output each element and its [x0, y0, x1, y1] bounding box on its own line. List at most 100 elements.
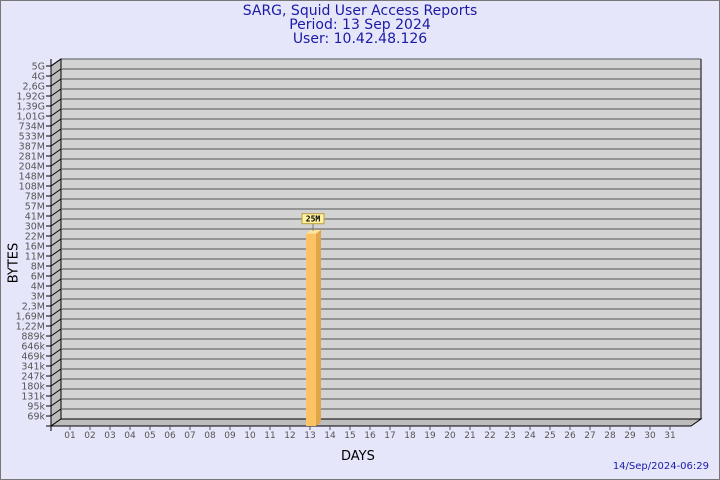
x-tick-label: 02	[84, 431, 95, 441]
y-tick-label: 180k	[21, 382, 45, 393]
y-tick-label: 387M	[19, 142, 45, 153]
y-tick-diagonal	[50, 348, 62, 357]
y-tick-label: 889k	[21, 332, 45, 343]
y-tick-diagonal	[50, 248, 62, 257]
x-tick-label: 22	[484, 431, 495, 441]
x-tick-label: 31	[664, 431, 675, 441]
y-tick-label: 69k	[27, 412, 45, 423]
y-tick-diagonal	[50, 108, 62, 117]
y-tick-label: 2,3M	[22, 302, 45, 313]
y-tick-label: 4M	[31, 282, 45, 293]
y-tick-label: 8M	[31, 262, 45, 273]
y-tick-label: 78M	[25, 192, 45, 203]
bar-value-label: 25M	[306, 215, 321, 224]
y-tick-diagonal	[50, 278, 62, 287]
x-tick-label: 16	[364, 431, 376, 441]
x-tick-label: 20	[444, 431, 456, 441]
x-tick-label: 30	[644, 431, 656, 441]
y-tick-diagonal	[50, 208, 62, 217]
y-tick-diagonal	[50, 148, 62, 157]
y-tick-diagonal	[50, 288, 62, 297]
x-tick-label: 18	[404, 431, 416, 441]
x-tick-label: 14	[324, 431, 336, 441]
y-tick-label: 734M	[19, 122, 45, 133]
x-tick-label: 26	[564, 431, 576, 441]
y-tick-label: 148M	[19, 172, 45, 183]
chart-title: SARG, Squid User Access Reports	[242, 3, 478, 19]
y-tick-label: 533M	[19, 132, 45, 143]
x-tick-label: 06	[164, 431, 176, 441]
x-tick-label: 25	[544, 431, 555, 441]
y-tick-diagonal	[50, 198, 62, 207]
y-tick-diagonal	[50, 358, 62, 367]
chart-subtitle-period: Period: 13 Sep 2024	[289, 17, 431, 33]
y-tick-diagonal	[50, 218, 62, 227]
x-tick-label: 19	[424, 431, 436, 441]
y-tick-label: 469k	[21, 352, 45, 363]
y-tick-label: 281M	[19, 152, 45, 163]
y-tick-diagonal	[50, 188, 62, 197]
y-tick-label: 11M	[25, 252, 45, 263]
y-tick-diagonal	[50, 338, 62, 347]
y-tick-label: 22M	[25, 232, 45, 243]
y-tick-label: 16M	[25, 242, 45, 253]
x-tick-label: 09	[224, 431, 236, 441]
y-tick-diagonal	[50, 128, 62, 137]
y-tick-diagonal	[50, 138, 62, 147]
y-tick-diagonal	[50, 298, 62, 307]
x-tick-label: 05	[144, 431, 155, 441]
y-tick-diagonal	[50, 328, 62, 337]
x-tick-label: 13	[304, 431, 315, 441]
x-tick-label: 08	[204, 431, 216, 441]
x-tick-label: 12	[284, 431, 295, 441]
y-tick-diagonal	[50, 58, 62, 67]
y-tick-label: 95k	[27, 402, 45, 413]
y-tick-label: 2,6G	[23, 82, 45, 93]
x-tick-label: 29	[624, 431, 636, 441]
y-tick-label: 646k	[21, 342, 45, 353]
y-tick-label: 6M	[31, 272, 45, 283]
x-tick-label: 27	[584, 431, 595, 441]
x-tick-label: 04	[124, 431, 136, 441]
floor	[49, 418, 703, 427]
y-tick-label: 5G	[32, 62, 45, 73]
y-tick-diagonal	[50, 398, 62, 407]
x-tick-label: 23	[504, 431, 515, 441]
y-tick-label: 30M	[25, 222, 45, 233]
x-tick-label: 01	[64, 431, 75, 441]
y-tick-diagonal	[50, 98, 62, 107]
x-tick-label: 21	[464, 431, 475, 441]
y-tick-label: 1,92G	[16, 92, 45, 103]
y-tick-label: 1,39G	[16, 102, 45, 113]
y-tick-label: 204M	[19, 162, 45, 173]
y-tick-diagonal	[50, 118, 62, 127]
y-tick-label: 341k	[21, 362, 45, 373]
y-tick-label: 3M	[31, 292, 45, 303]
y-tick-diagonal	[50, 258, 62, 267]
y-tick-diagonal	[50, 318, 62, 327]
y-tick-diagonal	[50, 238, 62, 247]
plot-background	[51, 59, 701, 426]
x-tick-label: 03	[104, 431, 115, 441]
bar-front	[306, 233, 316, 426]
y-axis-label: BYTES	[6, 242, 22, 284]
chart-subtitle-user: User: 10.42.48.126	[292, 31, 428, 47]
y-tick-diagonal	[50, 158, 62, 167]
y-tick-label: 1,01G	[16, 112, 45, 123]
x-tick-label: 28	[604, 431, 616, 441]
y-tick-diagonal	[50, 88, 62, 97]
y-tick-label: 108M	[19, 182, 45, 193]
y-tick-diagonal	[50, 228, 62, 237]
bar-label-box	[301, 213, 325, 225]
y-tick-diagonal	[50, 68, 62, 77]
y-tick-diagonal	[50, 168, 62, 177]
y-tick-diagonal	[50, 308, 62, 317]
bar-top	[306, 229, 321, 234]
y-tick-label: 1,22M	[16, 322, 45, 333]
y-tick-label: 4G	[32, 72, 45, 83]
x-tick-label: 24	[524, 431, 536, 441]
y-tick-label: 247k	[21, 372, 45, 383]
y-tick-label: 1,69M	[16, 312, 45, 323]
